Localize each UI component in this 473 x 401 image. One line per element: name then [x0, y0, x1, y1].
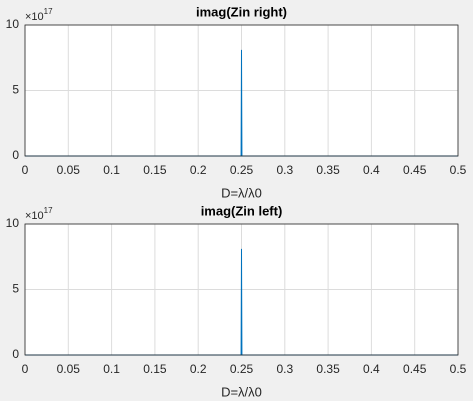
y-tick-label: 5: [12, 83, 19, 97]
y-multiplier-exponent: 17: [44, 7, 53, 16]
x-tick-label: 0.45: [403, 163, 427, 177]
x-tick-label: 0.5: [450, 163, 467, 177]
axes-box: [24, 223, 459, 356]
y-tick-label: 5: [12, 282, 19, 296]
y-multiplier-base: ×10: [25, 11, 44, 23]
x-tick-label: 0.1: [103, 362, 120, 376]
x-tick-label: 0.15: [143, 362, 167, 376]
chart-title: imag(Zin left): [201, 203, 283, 218]
y-multiplier-exponent: 17: [44, 206, 53, 215]
y-tick-label: 10: [6, 17, 20, 31]
x-tick-label: 0.1: [103, 163, 120, 177]
x-tick-label: 0: [22, 163, 29, 177]
y-tick-label: 0: [12, 347, 19, 361]
x-tick-label: 0.4: [363, 163, 380, 177]
x-tick-label: 0.45: [403, 362, 427, 376]
x-axis-label: D=λ/λ0: [221, 384, 262, 399]
y-tick-label: 0: [12, 148, 19, 162]
y-multiplier: ×1017: [25, 7, 53, 23]
y-multiplier-base: ×10: [25, 210, 44, 222]
x-tick-label: 0.5: [450, 362, 467, 376]
x-tick-label: 0.2: [190, 163, 207, 177]
x-tick-label: 0: [22, 362, 29, 376]
x-tick-label: 0.05: [57, 362, 81, 376]
x-tick-label: 0.3: [276, 362, 293, 376]
y-multiplier: ×1017: [25, 206, 53, 222]
y-tick-label: 10: [6, 216, 20, 230]
x-tick-label: 0.25: [230, 362, 254, 376]
x-tick-label: 0.4: [363, 362, 380, 376]
x-tick-label: 0.35: [316, 362, 340, 376]
axes-box: [24, 24, 459, 157]
x-tick-label: 0.05: [57, 163, 81, 177]
x-tick-label: 0.2: [190, 362, 207, 376]
chart-title: imag(Zin right): [196, 4, 287, 19]
x-tick-label: 0.35: [316, 163, 340, 177]
x-tick-label: 0.15: [143, 163, 167, 177]
x-tick-label: 0.25: [230, 163, 254, 177]
x-tick-label: 0.3: [276, 163, 293, 177]
x-axis-label: D=λ/λ0: [221, 185, 262, 200]
